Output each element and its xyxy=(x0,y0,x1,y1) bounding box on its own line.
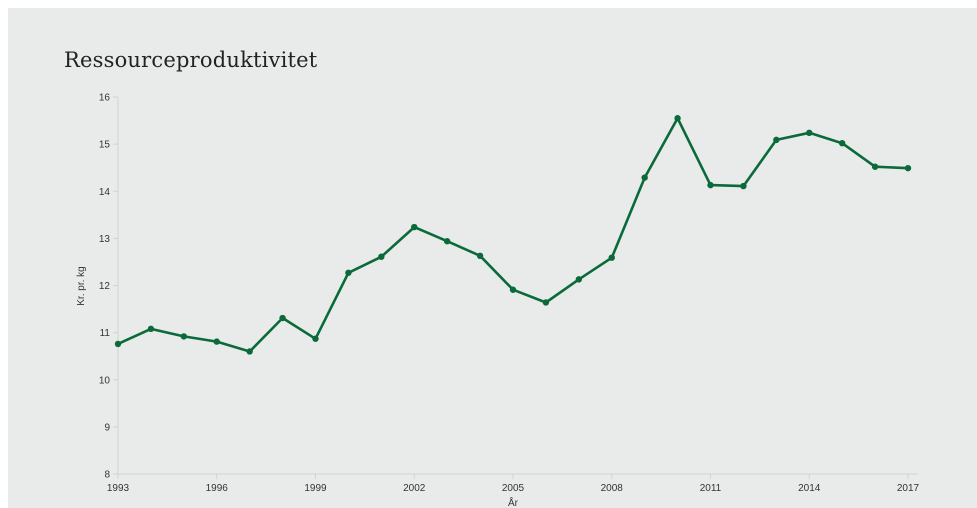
chart-title: Ressourceproduktivitet xyxy=(64,48,318,72)
data-point[interactable] xyxy=(213,338,220,345)
x-axis-label: År xyxy=(508,496,519,508)
x-tick-label: 1993 xyxy=(107,483,130,494)
x-tick-label: 2005 xyxy=(502,483,525,494)
x-axis: 1993 1996 1999 2002 2005 2008 2011 2014 2017 xyxy=(107,473,920,494)
y-tick-label: 13 xyxy=(99,234,111,245)
x-tick-label: 2002 xyxy=(403,483,426,494)
y-tick-label: 8 xyxy=(104,470,110,481)
data-point[interactable] xyxy=(114,340,122,348)
data-point[interactable] xyxy=(773,136,780,144)
data-point[interactable] xyxy=(147,325,155,333)
x-tick-label: 1996 xyxy=(206,483,229,494)
y-axis-label: Kr. pr. kg xyxy=(76,266,87,305)
data-point[interactable] xyxy=(838,139,846,147)
chart-panel xyxy=(8,8,977,508)
x-tick-label: 1999 xyxy=(304,483,327,494)
data-point[interactable] xyxy=(345,269,352,276)
data-point[interactable] xyxy=(806,129,813,137)
y-tick-label: 15 xyxy=(99,140,111,151)
y-axis: 8 9 10 11 12 13 14 15 16 xyxy=(99,93,119,481)
data-point[interactable] xyxy=(246,348,253,355)
data-point[interactable] xyxy=(608,254,615,261)
y-tick-label: 10 xyxy=(99,375,111,386)
data-point[interactable] xyxy=(542,299,550,306)
data-point[interactable] xyxy=(641,174,648,181)
data-point[interactable] xyxy=(509,286,517,293)
x-tick-label: 2014 xyxy=(798,483,821,494)
y-tick-label: 12 xyxy=(99,281,111,292)
data-point[interactable] xyxy=(904,164,912,172)
data-point[interactable] xyxy=(279,314,286,322)
data-point[interactable] xyxy=(707,181,714,189)
data-point[interactable] xyxy=(575,276,583,283)
data-point[interactable] xyxy=(411,223,418,231)
y-tick-label: 9 xyxy=(104,422,110,433)
series-line xyxy=(116,116,910,353)
x-tick-label: 2017 xyxy=(897,483,920,494)
y-tick-label: 16 xyxy=(99,93,111,104)
data-point[interactable] xyxy=(180,333,188,340)
data-point[interactable] xyxy=(740,182,747,190)
x-tick-label: 2008 xyxy=(601,483,624,494)
data-point[interactable] xyxy=(443,238,451,245)
series-group xyxy=(114,115,912,355)
data-point[interactable] xyxy=(312,335,319,342)
y-tick-label: 14 xyxy=(99,187,111,198)
data-point[interactable] xyxy=(378,253,385,260)
data-point[interactable] xyxy=(476,252,484,260)
x-tick-label: 2011 xyxy=(700,483,722,494)
data-point[interactable] xyxy=(674,115,681,122)
y-tick-label: 11 xyxy=(100,328,111,339)
data-point[interactable] xyxy=(871,163,879,170)
